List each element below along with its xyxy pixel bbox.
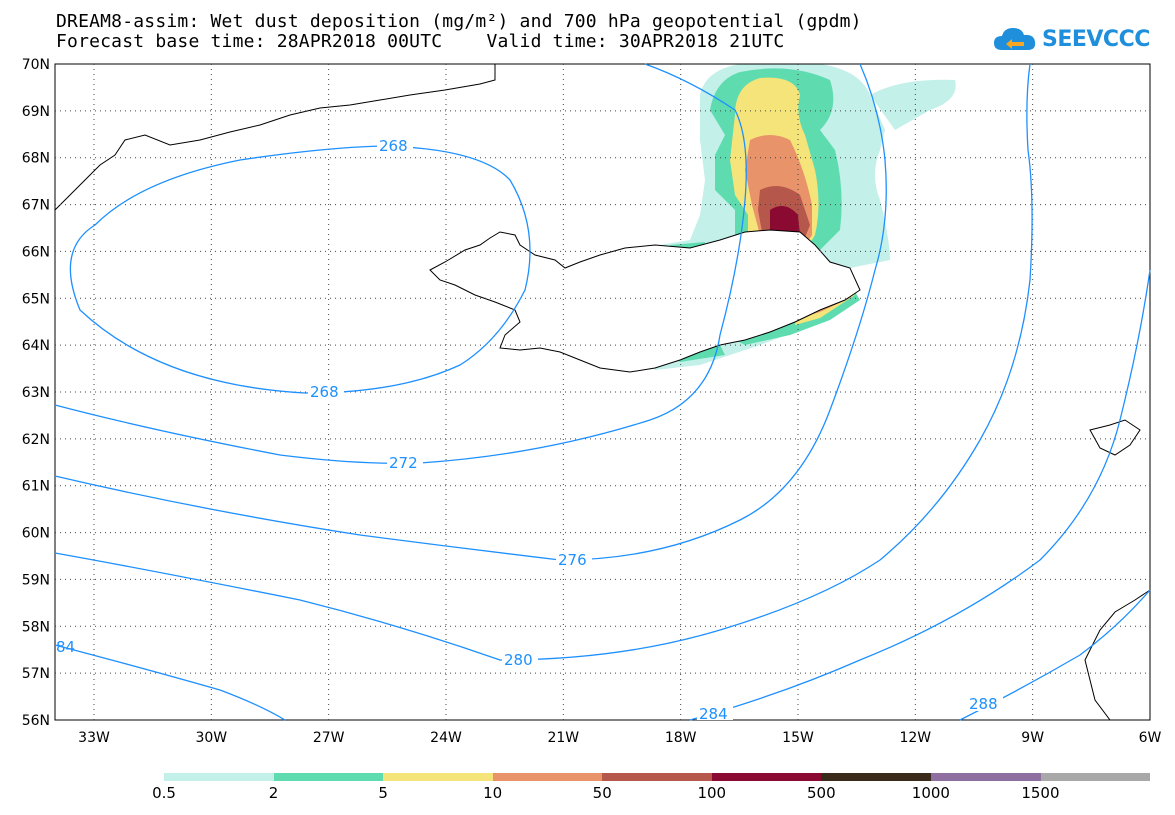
lat-label: 61N bbox=[22, 479, 50, 495]
lat-label: 65N bbox=[22, 291, 50, 307]
colorbar-label: 1000 bbox=[911, 784, 950, 802]
colorbar-label: 2 bbox=[268, 784, 279, 802]
lat-label: 58N bbox=[22, 619, 50, 635]
lat-label: 56N bbox=[22, 713, 50, 729]
contour-272 bbox=[54, 63, 747, 464]
lon-label: 30W bbox=[195, 730, 227, 746]
contour-280 bbox=[54, 63, 1033, 661]
contour-284b bbox=[689, 269, 1151, 721]
lat-label: 63N bbox=[22, 385, 50, 401]
lon-label: 27W bbox=[313, 730, 345, 746]
colorbar-label: 1500 bbox=[1021, 784, 1060, 802]
contour-labels: 268 268 272 276 280 284 288 84 bbox=[56, 137, 1003, 723]
colorbar-swatch bbox=[164, 773, 274, 781]
seevccc-logo: SEEVCCC bbox=[992, 22, 1150, 56]
contour-label: 288 bbox=[969, 695, 998, 713]
colorbar-label: 10 bbox=[483, 784, 503, 802]
lat-label: 59N bbox=[22, 572, 50, 588]
coastlines bbox=[54, 63, 1151, 721]
greenland-coast bbox=[54, 63, 496, 212]
lon-label: 33W bbox=[78, 730, 110, 746]
lat-label: 68N bbox=[22, 151, 50, 167]
contour-label: 268 bbox=[379, 137, 408, 155]
lon-label: 12W bbox=[899, 730, 931, 746]
contour-276 bbox=[54, 63, 887, 561]
lon-label: 24W bbox=[430, 730, 462, 746]
longitude-labels: 33W 30W 27W 24W 21W 18W 15W 12W 9W 6W bbox=[78, 730, 1161, 746]
map-title-line2: Forecast base time: 28APR2018 00UTC Vali… bbox=[56, 31, 785, 52]
colorbar-label: 100 bbox=[697, 784, 727, 802]
lon-label: 15W bbox=[782, 730, 814, 746]
iceland-coast bbox=[429, 229, 861, 373]
colorbar-swatch bbox=[1040, 773, 1151, 781]
contour-284 bbox=[54, 644, 286, 721]
contour-label: 276 bbox=[558, 551, 587, 569]
colorbar bbox=[164, 773, 1151, 781]
lon-label: 21W bbox=[547, 730, 579, 746]
colorbar-swatch bbox=[383, 773, 493, 781]
colorbar-label: 50 bbox=[592, 784, 612, 802]
lat-label: 69N bbox=[22, 104, 50, 120]
contour-label: 280 bbox=[504, 651, 533, 669]
colorbar-swatch bbox=[711, 773, 822, 781]
logo-text: SEEVCCC bbox=[1042, 26, 1150, 52]
colorbar-swatch bbox=[273, 773, 384, 781]
lat-label: 70N bbox=[22, 57, 50, 73]
colorbar-swatch bbox=[821, 773, 931, 781]
contour-label: 272 bbox=[389, 454, 418, 472]
lon-label: 18W bbox=[665, 730, 697, 746]
geopotential-contours bbox=[54, 63, 1151, 721]
lat-label: 62N bbox=[22, 432, 50, 448]
cloud-icon bbox=[994, 28, 1036, 50]
contour-label: 268 bbox=[310, 383, 339, 401]
graticule bbox=[55, 64, 1150, 720]
lat-label: 57N bbox=[22, 666, 50, 682]
contour-label: 84 bbox=[56, 638, 75, 656]
map-title-line1: DREAM8-assim: Wet dust deposition (mg/m²… bbox=[56, 11, 862, 32]
contour-268 bbox=[69, 145, 531, 394]
colorbar-label: 0.5 bbox=[152, 784, 176, 802]
latitude-labels: 70N 69N 68N 67N 66N 65N 64N 63N 62N 61N 60N 59N 58N 5… bbox=[22, 57, 50, 729]
contour-label: 284 bbox=[699, 705, 728, 723]
lat-label: 66N bbox=[22, 244, 50, 260]
colorbar-label: 500 bbox=[807, 784, 836, 802]
lat-label: 60N bbox=[22, 526, 50, 542]
lon-label: 9W bbox=[1021, 730, 1044, 746]
lon-label: 6W bbox=[1139, 730, 1162, 746]
colorbar-label: 5 bbox=[378, 784, 388, 802]
colorbar-swatch bbox=[602, 773, 712, 781]
scotland-coast bbox=[1084, 589, 1151, 721]
colorbar-swatch bbox=[492, 773, 603, 781]
lat-label: 64N bbox=[22, 338, 50, 354]
lat-label: 67N bbox=[22, 198, 50, 214]
colorbar-swatch bbox=[930, 773, 1041, 781]
